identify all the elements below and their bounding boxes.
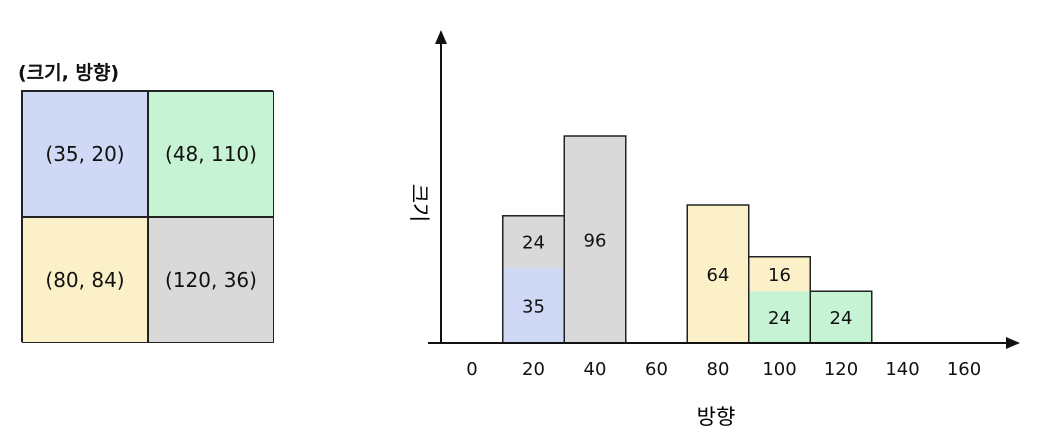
bar-segment — [687, 205, 749, 343]
x-tick-label: 0 — [466, 359, 477, 380]
cell-bottom-right: (120, 36) — [148, 217, 274, 343]
cell-bottom-left: (80, 84) — [22, 217, 148, 343]
bar-value-label: 96 — [584, 231, 607, 252]
x-tick-label: 160 — [947, 359, 981, 380]
bar-value-label: 24 — [830, 308, 853, 329]
cell-top-right: (48, 110) — [148, 91, 274, 217]
bar-value-label: 24 — [522, 233, 545, 254]
x-tick-label: 80 — [707, 359, 730, 380]
x-axis-label: 방향 — [697, 405, 736, 429]
bar-value-label: 64 — [707, 265, 730, 286]
bar-segment — [748, 291, 811, 343]
x-tick-label: 20 — [522, 359, 545, 380]
x-tick-label: 40 — [584, 359, 607, 380]
axes-layer — [428, 30, 1020, 349]
bar-value-label: 24 — [768, 308, 791, 329]
x-axis-arrow — [1006, 337, 1020, 349]
x-tick-label: 140 — [885, 359, 919, 380]
cell-grid: (35, 20) (48, 110) (80, 84) (120, 36) — [21, 90, 274, 343]
x-tick-label: 120 — [824, 359, 858, 380]
cell-top-left: (35, 20) — [22, 91, 148, 217]
bars-layer: 35 24 96 64 24 16 24 — [502, 135, 873, 344]
bar-segment — [748, 256, 811, 292]
bar-segment — [564, 136, 626, 343]
bar-segment — [502, 215, 565, 268]
ticks-layer: 0 20 40 60 80 100 120 140 160 — [466, 359, 981, 380]
grid-title: (크기, 방향) — [18, 62, 120, 84]
bar-value-label: 16 — [768, 265, 791, 286]
y-axis-label: 크기 — [407, 184, 431, 223]
x-tick-label: 60 — [645, 359, 668, 380]
bar-segment — [502, 267, 565, 343]
bar-segment — [810, 291, 872, 343]
x-tick-label: 100 — [762, 359, 796, 380]
y-axis-arrow — [435, 30, 447, 44]
bar-value-label: 35 — [522, 296, 545, 317]
